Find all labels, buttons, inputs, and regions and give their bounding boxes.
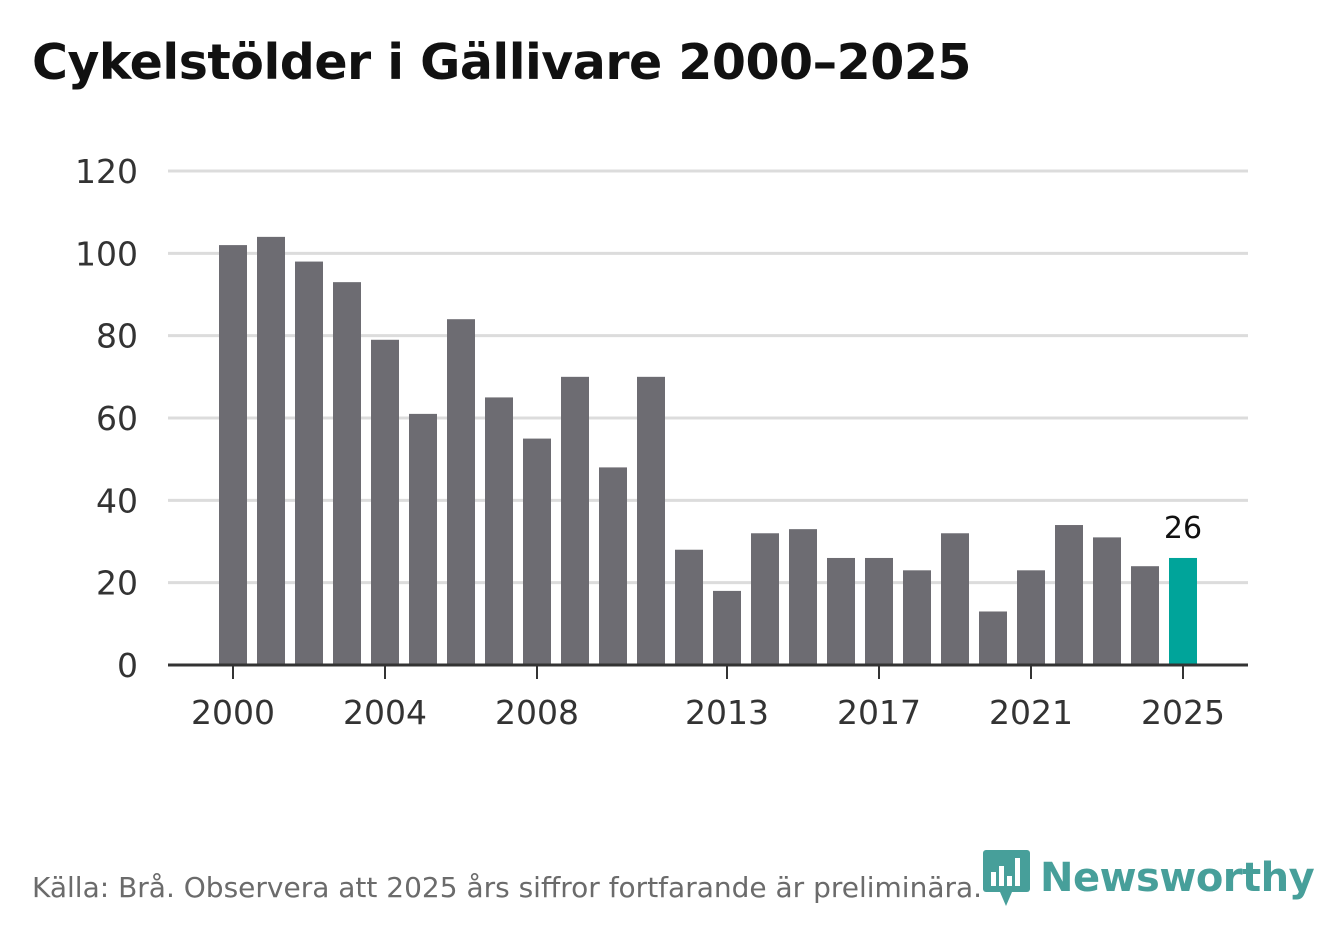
newsworthy-logo-icon — [983, 850, 1030, 906]
bar-2003 — [333, 282, 361, 665]
bar-2004 — [371, 339, 399, 665]
bar-2014 — [751, 533, 779, 665]
source-note: Källa: Brå. Observera att 2025 års siffr… — [32, 871, 983, 904]
bar-2000 — [219, 245, 247, 665]
bar-2019 — [941, 533, 969, 665]
bar-2018 — [903, 570, 931, 665]
bar-2005 — [409, 413, 437, 665]
x-tick-label: 2000 — [191, 693, 275, 732]
chart-title: Cykelstölder i Gällivare 2000–2025 — [32, 34, 972, 91]
y-tick-label: 40 — [96, 481, 138, 520]
y-tick-label: 60 — [96, 399, 138, 438]
bar-2010 — [599, 467, 627, 665]
bar-2025 — [1169, 557, 1197, 665]
x-tick-label: 2013 — [685, 693, 769, 732]
bar-2023 — [1093, 537, 1121, 665]
bar-2021 — [1017, 570, 1045, 665]
x-tick-label: 2025 — [1141, 693, 1225, 732]
grid-lines — [168, 169, 1248, 585]
y-tick-label: 100 — [75, 234, 138, 273]
bar-2009 — [561, 376, 589, 665]
bar-2007 — [485, 397, 513, 665]
data-label-2025: 26 — [1164, 511, 1202, 546]
bar-2006 — [447, 319, 475, 665]
y-tick-label: 120 — [75, 152, 138, 191]
y-tick-label: 80 — [96, 317, 138, 356]
bar-2002 — [295, 261, 323, 665]
x-tick-label: 2017 — [837, 693, 921, 732]
x-tick-label: 2021 — [989, 693, 1073, 732]
bar-2024 — [1131, 566, 1159, 665]
bar-2022 — [1055, 525, 1083, 665]
bar-2008 — [523, 438, 551, 665]
y-tick-label: 20 — [96, 564, 138, 603]
bar-2001 — [257, 236, 285, 665]
x-tick-label: 2004 — [343, 693, 427, 732]
bar-2020 — [979, 611, 1007, 665]
bar-2013 — [713, 590, 741, 665]
brand-logo: Newsworthy — [982, 848, 1315, 908]
x-tick-label: 2008 — [495, 693, 579, 732]
bar-2015 — [789, 529, 817, 665]
bar-2016 — [827, 557, 855, 665]
bar-2012 — [675, 549, 703, 665]
bar-2011 — [637, 376, 665, 665]
bars — [219, 236, 1197, 665]
axes — [168, 663, 1248, 679]
brand-name: Newsworthy — [1040, 855, 1315, 901]
y-tick-label: 0 — [117, 646, 138, 685]
bar-2017 — [865, 557, 893, 665]
labels: 0 20 40 60 80 100 120 26 2000 2004 2008 2013 2017 202… — [75, 152, 1225, 732]
